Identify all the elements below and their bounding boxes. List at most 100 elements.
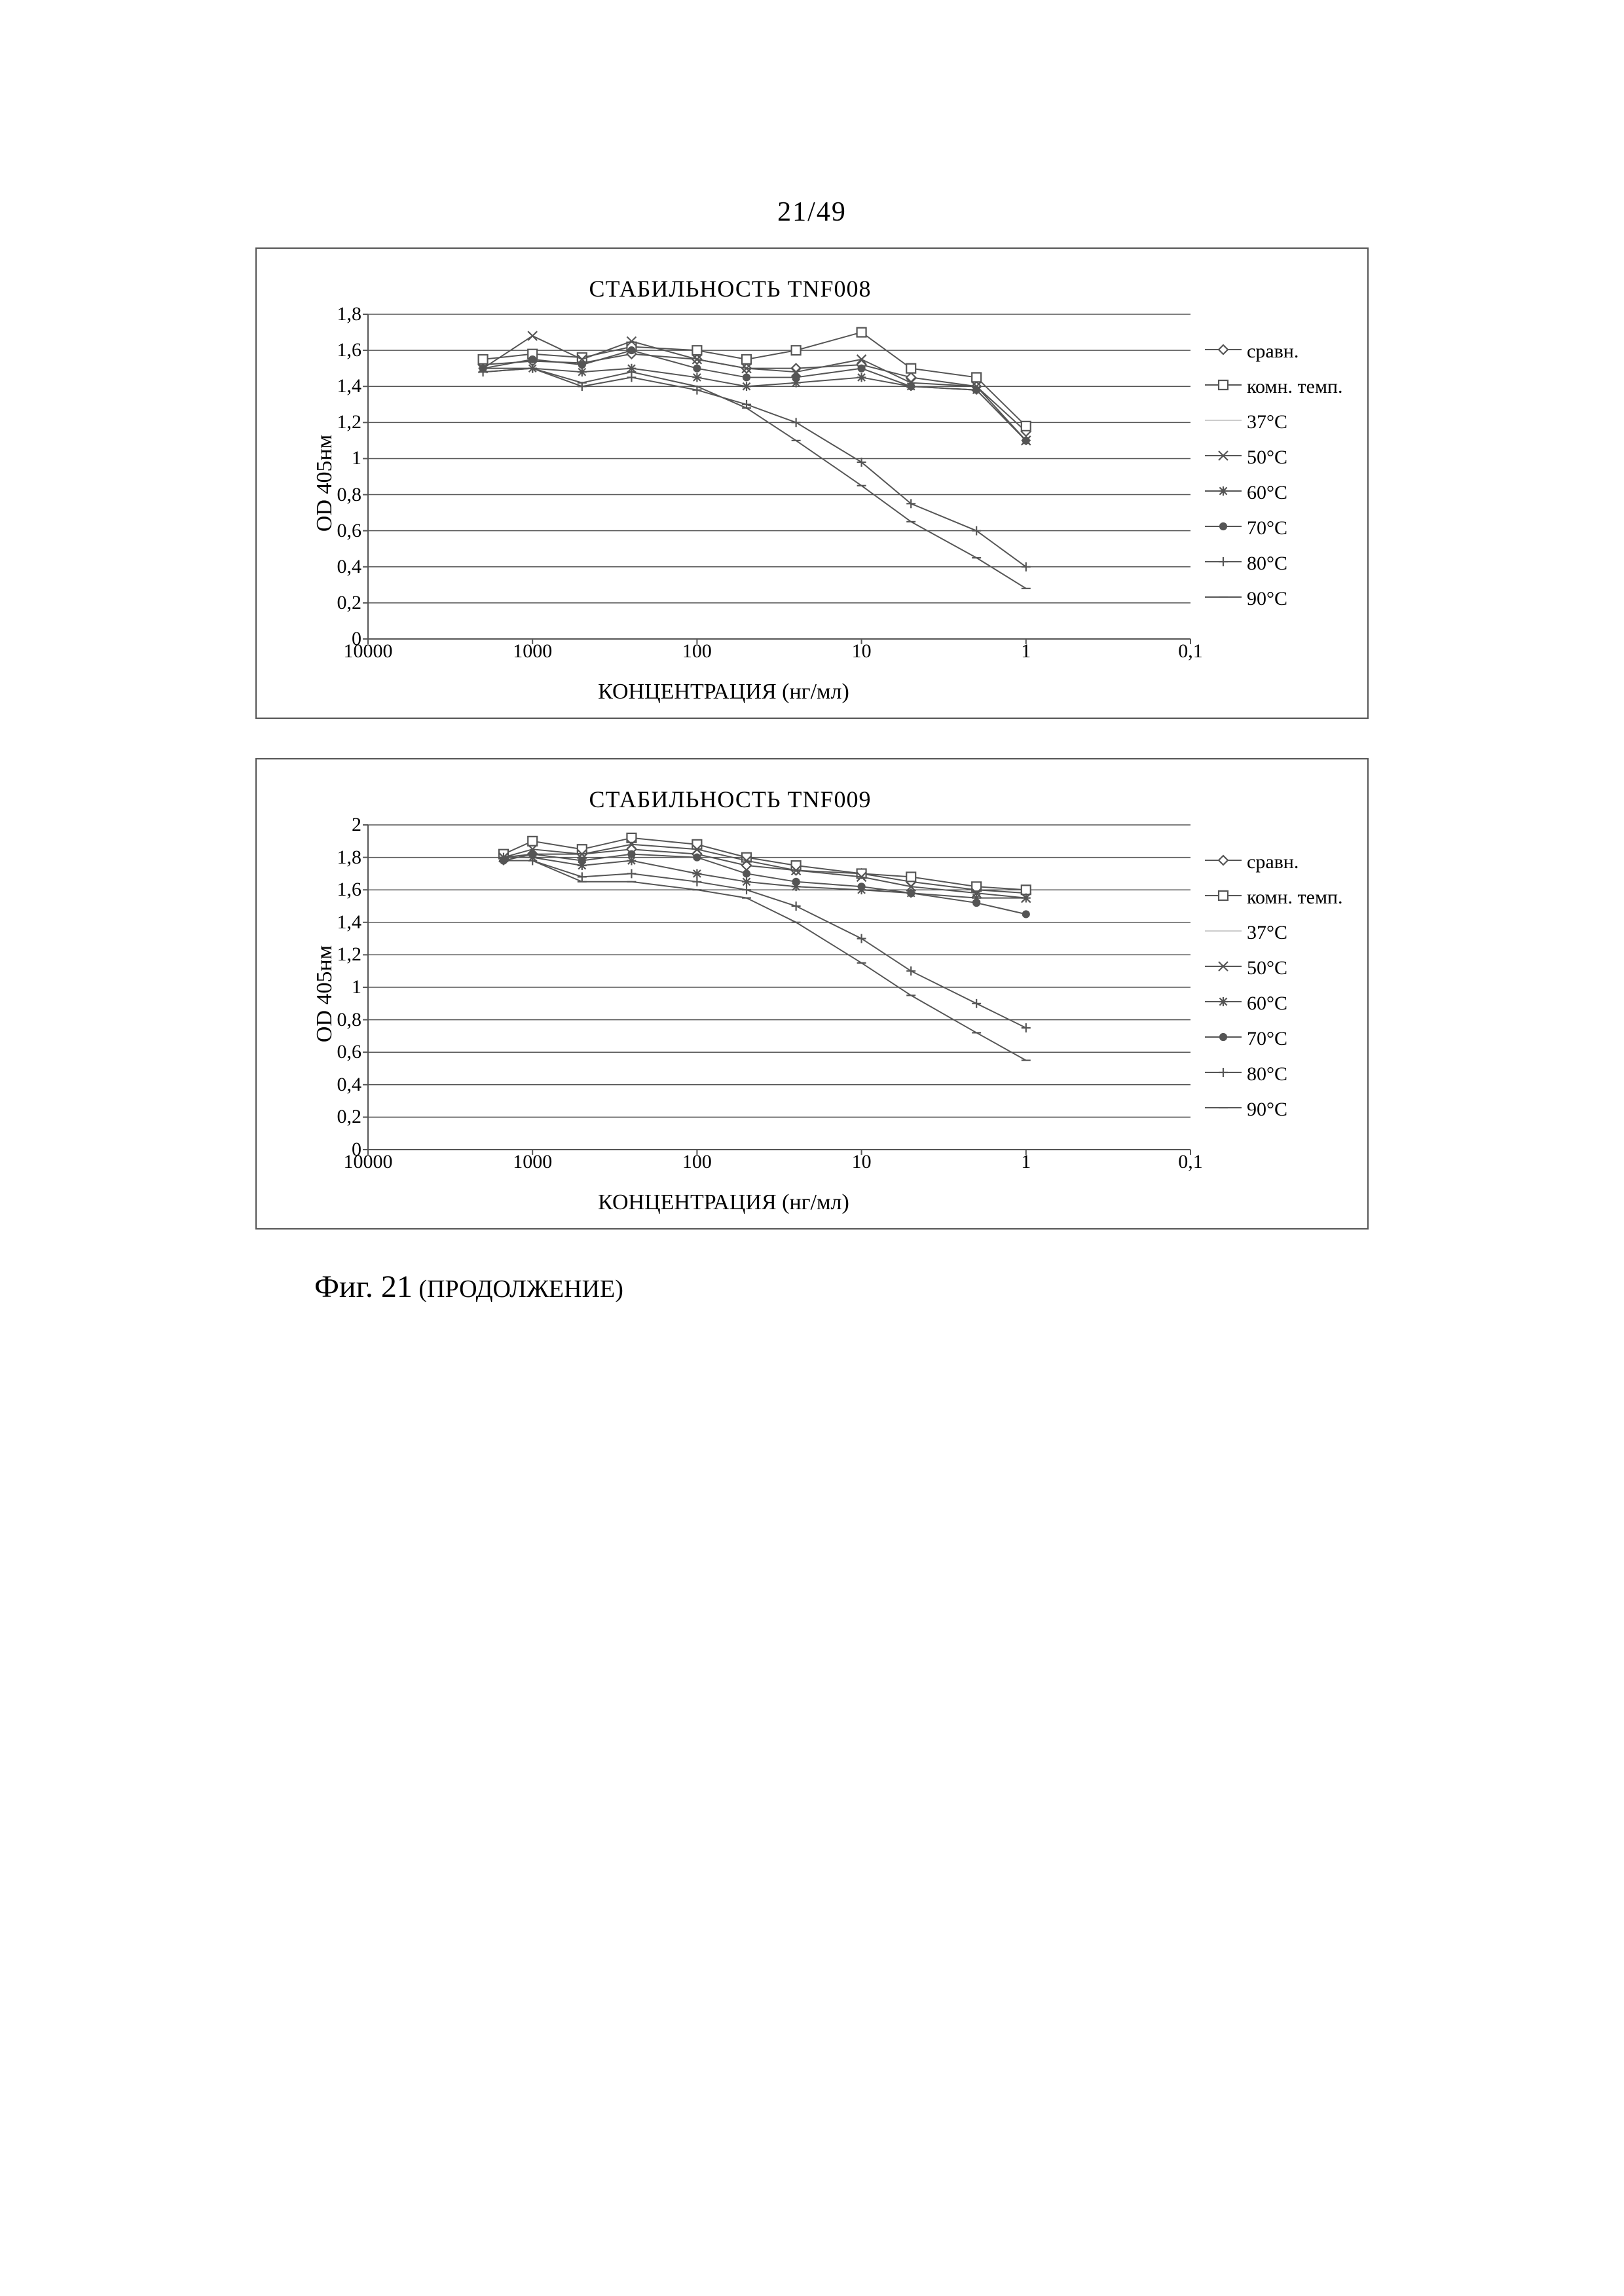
legend-item: 80°C — [1204, 1057, 1354, 1092]
series-line-80 — [483, 369, 1026, 567]
y-tick: 1,4 — [337, 911, 362, 934]
x-tick: 0,1 — [1178, 640, 1203, 663]
legend-item: 60°C — [1204, 475, 1354, 511]
legend-label: 70°C — [1247, 511, 1287, 546]
y-tick-labels: 00,20,40,60,811,21,41,61,8 — [322, 314, 361, 639]
legend-label: 37°C — [1247, 915, 1287, 951]
y-tick: 0,2 — [337, 592, 362, 614]
legend-label: 50°C — [1247, 440, 1287, 475]
chart-panel-1: СТАБИЛЬНОСТЬ TNF009OD 405нмКОНЦЕНТРАЦИЯ … — [255, 758, 1369, 1230]
chart-title: СТАБИЛЬНОСТЬ TNF009 — [257, 786, 1204, 813]
page-number: 21/49 — [183, 196, 1441, 228]
y-tick: 0,8 — [337, 484, 362, 506]
x-tick-labels: 1000010001001010,1 — [368, 640, 1190, 666]
series-line-rt — [483, 333, 1026, 426]
legend-item: 60°C — [1204, 986, 1354, 1021]
y-tick: 1,6 — [337, 339, 362, 361]
y-tick-labels: 00,20,40,60,811,21,41,61,82 — [322, 825, 361, 1150]
legend-swatch-icon — [1204, 554, 1243, 570]
legend-label: 37°C — [1247, 405, 1287, 440]
chart-panel-0: СТАБИЛЬНОСТЬ TNF008OD 405нмКОНЦЕНТРАЦИЯ … — [255, 247, 1369, 719]
y-tick: 1 — [352, 976, 361, 998]
legend-item: 80°C — [1204, 546, 1354, 581]
x-tick: 10000 — [344, 640, 393, 663]
legend-label: сравн. — [1247, 334, 1299, 369]
x-tick: 1000 — [513, 1151, 552, 1173]
legend-label: 80°C — [1247, 1057, 1287, 1092]
legend-item: 37°C — [1204, 915, 1354, 951]
page: 21/49 СТАБИЛЬНОСТЬ TNF008OD 405нмКОНЦЕНТ… — [0, 0, 1624, 2296]
legend-item: 70°C — [1204, 1021, 1354, 1057]
legend-label: комн. темп. — [1247, 369, 1342, 405]
legend-swatch-icon — [1204, 1029, 1243, 1045]
y-tick: 0,4 — [337, 556, 362, 578]
figure-caption-cont: (ПРОДОЛЖЕНИЕ) — [413, 1275, 623, 1303]
y-tick: 1,6 — [337, 879, 362, 901]
x-tick: 0,1 — [1178, 1151, 1203, 1173]
legend-swatch-icon — [1204, 1100, 1243, 1116]
x-tick: 100 — [682, 640, 712, 663]
legend-item: сравн. — [1204, 334, 1354, 369]
series-line-70 — [483, 350, 1026, 441]
legend-label: сравн. — [1247, 845, 1299, 880]
legend-label: комн. темп. — [1247, 880, 1342, 915]
legend-swatch-icon — [1204, 852, 1243, 868]
legend-item: 90°C — [1204, 1092, 1354, 1127]
y-tick: 0,2 — [337, 1106, 362, 1128]
y-tick: 0,6 — [337, 520, 362, 542]
x-tick: 1000 — [513, 640, 552, 663]
legend: сравн.комн. темп.37°C50°C60°C70°C80°C90°… — [1204, 334, 1354, 617]
legend-swatch-icon — [1204, 994, 1243, 1010]
legend-swatch-icon — [1204, 958, 1243, 974]
charts-container: СТАБИЛЬНОСТЬ TNF008OD 405нмКОНЦЕНТРАЦИЯ … — [183, 247, 1441, 1230]
series-line-90 — [483, 369, 1026, 589]
legend-swatch-icon — [1204, 589, 1243, 605]
y-tick: 1,2 — [337, 943, 362, 966]
plot-area — [368, 825, 1190, 1150]
legend-label: 50°C — [1247, 951, 1287, 986]
x-tick: 100 — [682, 1151, 712, 1173]
legend-item: 70°C — [1204, 511, 1354, 546]
x-axis-label: КОНЦЕНТРАЦИЯ (нг/мл) — [257, 1190, 1190, 1215]
series-line-sravn — [483, 354, 1026, 431]
legend-swatch-icon — [1204, 888, 1243, 903]
y-tick: 1,8 — [337, 303, 362, 325]
legend-label: 70°C — [1247, 1021, 1287, 1057]
x-axis-label: КОНЦЕНТРАЦИЯ (нг/мл) — [257, 680, 1190, 704]
y-tick: 0,8 — [337, 1009, 362, 1031]
x-tick: 1 — [1021, 640, 1031, 663]
legend-item: комн. темп. — [1204, 369, 1354, 405]
legend-swatch-icon — [1204, 377, 1243, 393]
legend-swatch-icon — [1204, 448, 1243, 464]
y-tick: 0,4 — [337, 1074, 362, 1096]
figure-caption: Фиг. 21 (ПРОДОЛЖЕНИЕ) — [314, 1269, 1441, 1305]
x-tick-labels: 1000010001001010,1 — [368, 1151, 1190, 1177]
legend-swatch-icon — [1204, 519, 1243, 534]
x-tick: 10000 — [344, 1151, 393, 1173]
legend-swatch-icon — [1204, 412, 1243, 428]
legend-item: 37°C — [1204, 405, 1354, 440]
legend-item: 50°C — [1204, 440, 1354, 475]
x-tick: 10 — [852, 1151, 872, 1173]
y-tick: 2 — [352, 814, 361, 836]
series-line-60 — [483, 369, 1026, 441]
figure-caption-main: Фиг. 21 — [314, 1269, 413, 1304]
x-tick: 10 — [852, 640, 872, 663]
y-tick: 1,8 — [337, 847, 362, 869]
legend-swatch-icon — [1204, 483, 1243, 499]
chart-title: СТАБИЛЬНОСТЬ TNF008 — [257, 275, 1204, 302]
legend-swatch-icon — [1204, 923, 1243, 939]
legend-label: 90°C — [1247, 1092, 1287, 1127]
legend-label: 60°C — [1247, 986, 1287, 1021]
legend-label: 90°C — [1247, 581, 1287, 617]
y-tick: 1 — [352, 447, 361, 469]
legend: сравн.комн. темп.37°C50°C60°C70°C80°C90°… — [1204, 845, 1354, 1127]
y-tick: 0,6 — [337, 1041, 362, 1063]
legend-item: 90°C — [1204, 581, 1354, 617]
legend-swatch-icon — [1204, 1065, 1243, 1080]
legend-label: 80°C — [1247, 546, 1287, 581]
x-tick: 1 — [1021, 1151, 1031, 1173]
legend-item: сравн. — [1204, 845, 1354, 880]
legend-item: комн. темп. — [1204, 880, 1354, 915]
legend-item: 50°C — [1204, 951, 1354, 986]
